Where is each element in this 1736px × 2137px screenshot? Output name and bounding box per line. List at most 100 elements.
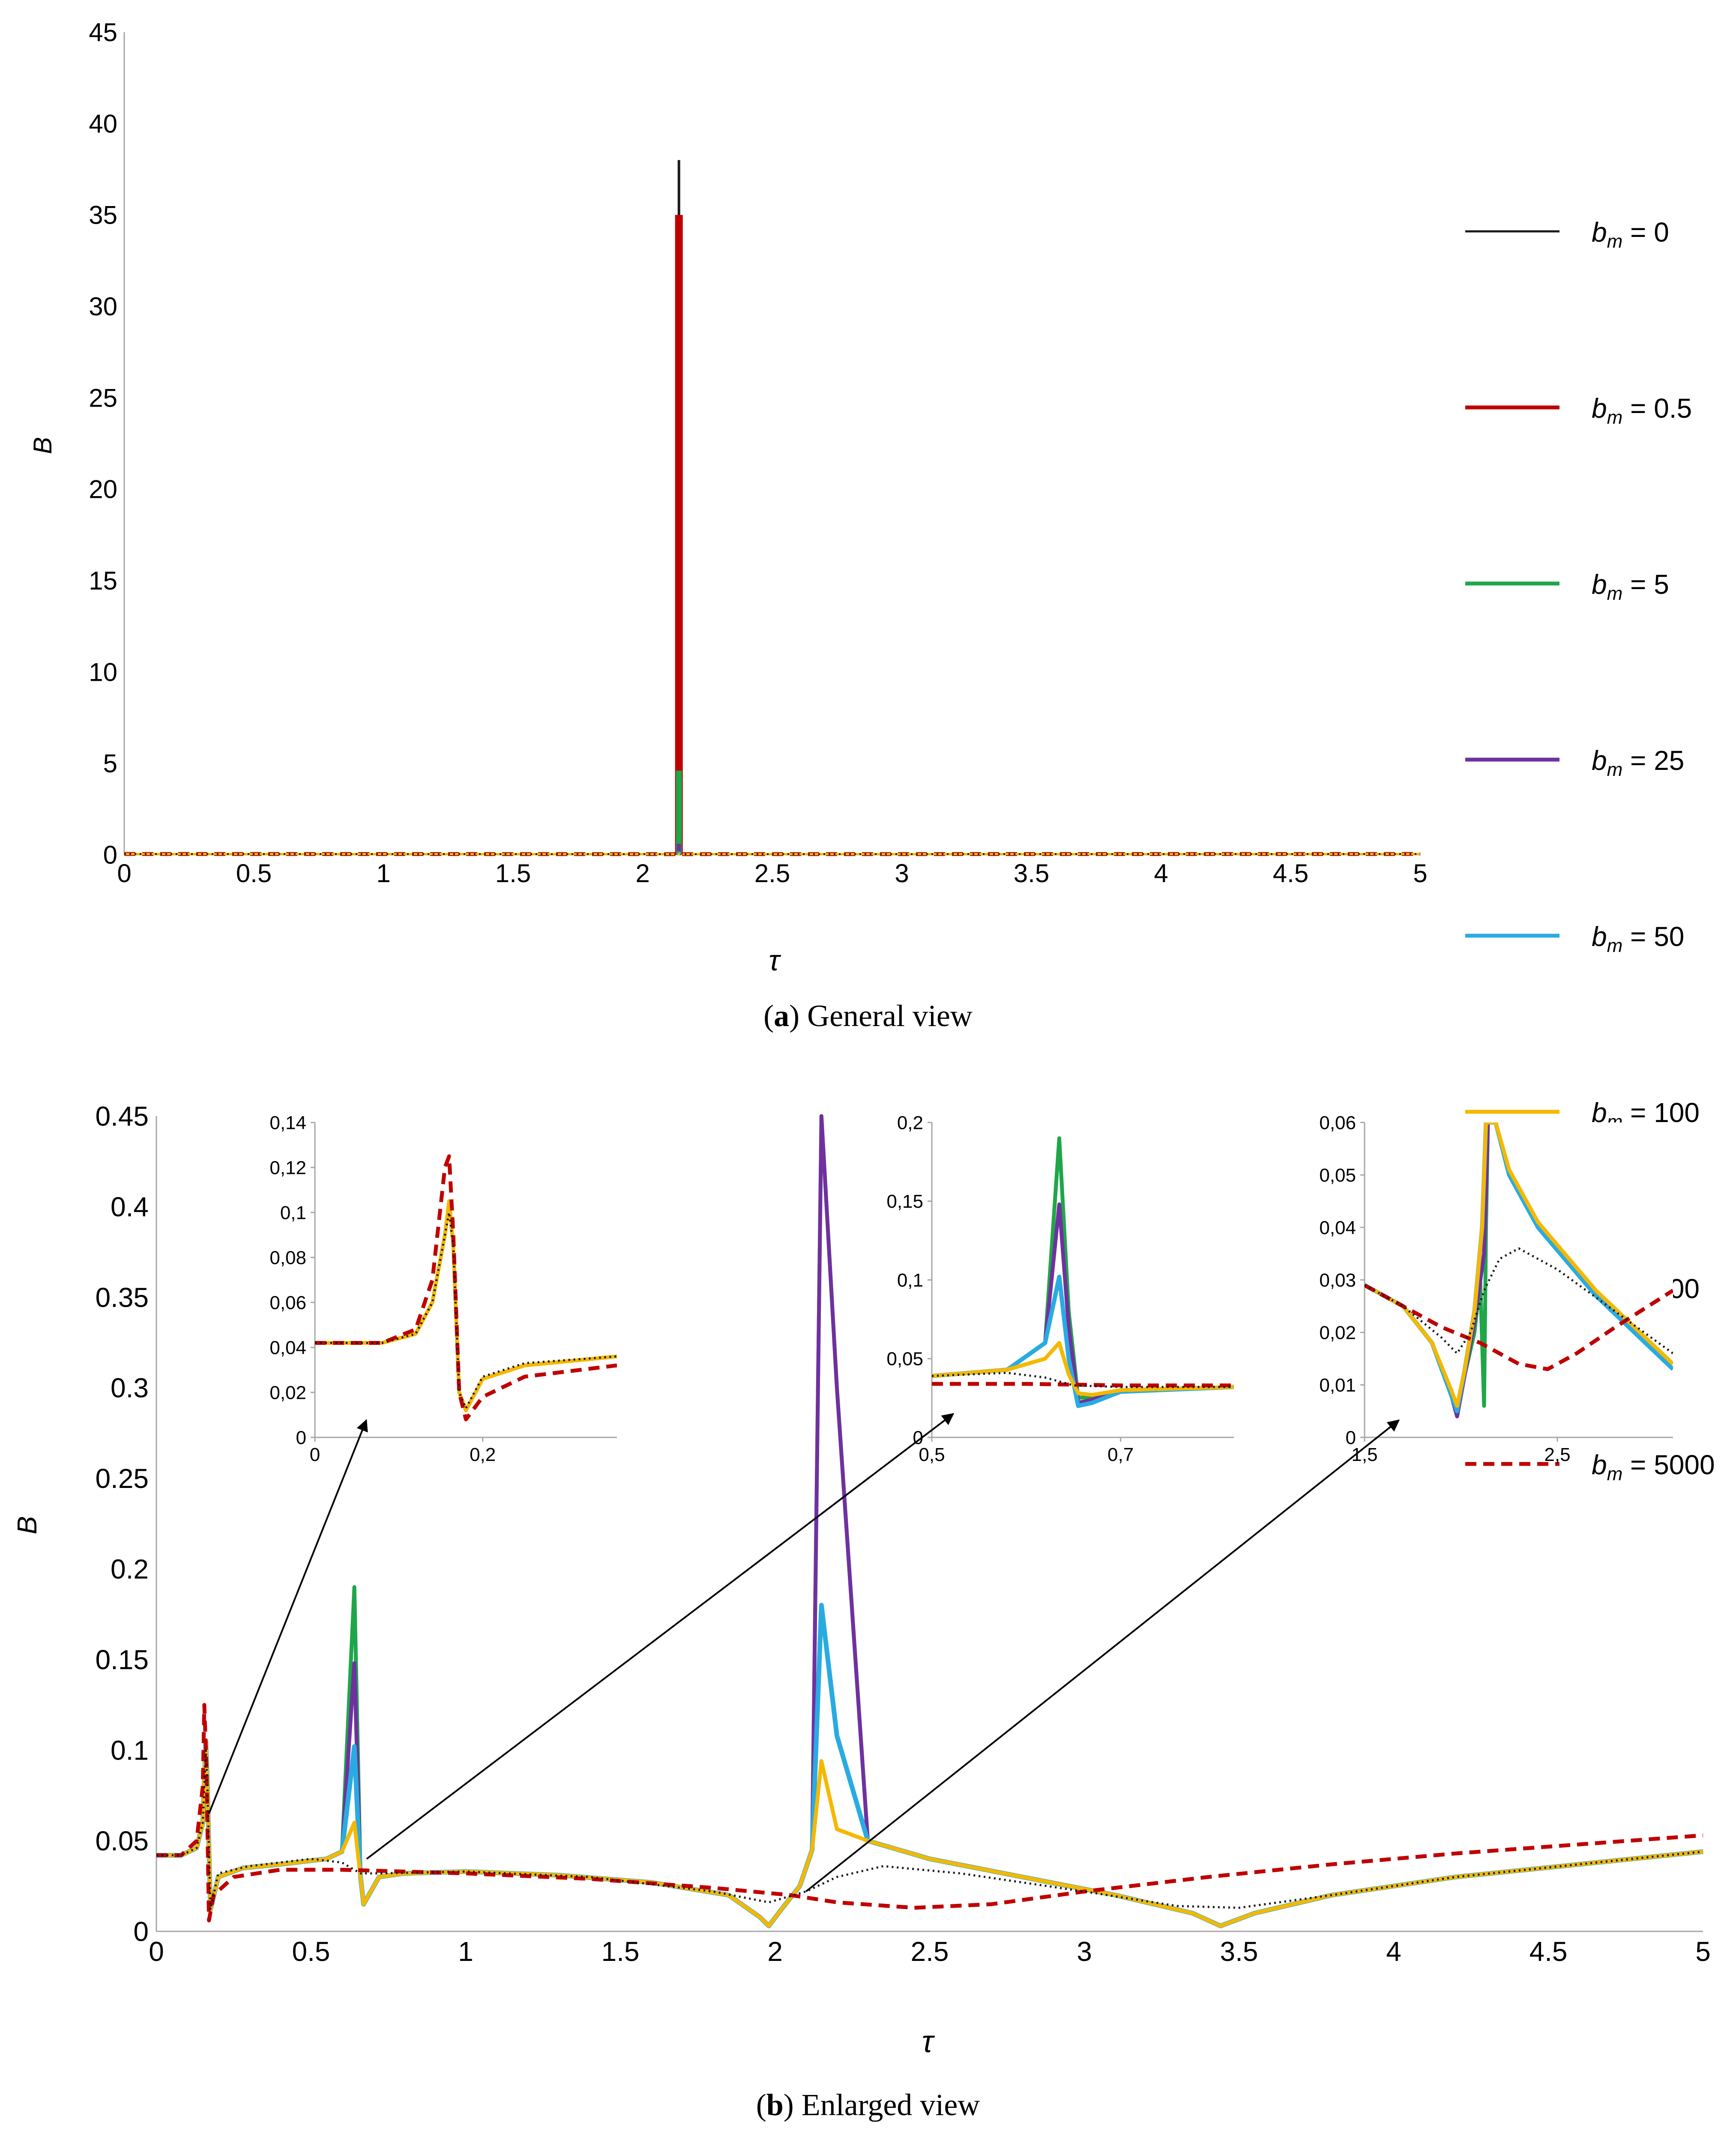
arrow-to-inset-2	[366, 1413, 955, 1860]
chart-b-x-tick-label: 0.5	[292, 1936, 330, 1967]
chart-b-inset-3-y-tick-label: 0,06	[1319, 1112, 1356, 1133]
chart-b-y-tick-label: 0.1	[111, 1735, 149, 1766]
chart-b-inset-2-x-tick-label: 0,5	[919, 1444, 945, 1465]
arrow-to-inset-3	[805, 1419, 1400, 1892]
chart-b-inset-1-y-tick-label: 0	[296, 1427, 306, 1448]
chart-b-inset-1-x-tick-label: 0,2	[470, 1444, 496, 1465]
chart-b-inset-3-series-bm100	[1365, 1122, 1673, 1408]
chart-a-x-tick-label: 2.5	[754, 859, 790, 888]
chart-b-x-tick-label: 5	[1695, 1936, 1711, 1967]
chart-b-y-tick-label: 0.3	[111, 1373, 149, 1404]
chart-a-y-tick-label: 5	[103, 749, 117, 778]
caption-a: (a) General view	[763, 999, 973, 1033]
chart-b-inset-3-series-bm500	[1365, 1247, 1673, 1355]
chart-a-y-tick-label: 45	[89, 18, 117, 47]
chart-b-inset-3-y-tick-label: 0,04	[1319, 1217, 1356, 1238]
chart-b: 0 0.05 0.1 0.15 0.2 0.25 0.3 0.35 0.4 0.45 0 0.5 1 1.…	[12, 1101, 1711, 2059]
legend-item: bm = 50	[1465, 921, 1684, 956]
chart-b-inset-1-y-tick-label: 0,02	[269, 1382, 306, 1403]
chart-b-y-tick-label: 0	[133, 1916, 149, 1947]
chart-b-y-tick-label: 0.15	[95, 1644, 149, 1675]
legend-item: bm = 25	[1465, 745, 1684, 780]
chart-b-inset-3-series-bm5000	[1365, 1283, 1673, 1371]
chart-b-x-tick-label: 3	[1077, 1936, 1092, 1967]
legend-item: bm = 0	[1465, 217, 1669, 252]
chart-b-inset-2-series-bm50	[932, 1275, 1234, 1408]
chart-b-inset-2-y-tick-label: 0,1	[897, 1270, 923, 1291]
chart-b-x-tick-label: 2.5	[911, 1936, 949, 1967]
chart-b-inset-3-y-tick-label: 0,01	[1319, 1375, 1356, 1396]
legend-item: bm = 5	[1465, 569, 1669, 604]
chart-a-x-tick-label: 1	[376, 859, 390, 888]
chart-b-inset-1-y-tick-label: 0,1	[280, 1202, 306, 1223]
chart-a-y-tick-label: 40	[89, 109, 117, 138]
chart-b-inset-1-y-tick-label: 0,08	[269, 1247, 306, 1268]
chart-b-inset-1-background	[315, 1122, 617, 1437]
chart-a-x-axis-title: τ	[769, 944, 781, 977]
chart-b-x-tick-label: 2	[767, 1936, 783, 1967]
chart-b-y-tick-label: 0.2	[111, 1554, 149, 1585]
caption-b: (b) Enlarged view	[756, 2088, 980, 2122]
legend-label: bm = 5	[1592, 569, 1669, 604]
chart-b-inset-2-y-tick-label: 0,05	[886, 1349, 923, 1370]
chart-b-inset-3-plot	[1365, 1122, 1673, 1419]
chart-b-y-tick-label: 0.25	[95, 1463, 149, 1494]
chart-b-inset-1-y-tick-label: 0,14	[269, 1112, 306, 1133]
chart-b-x-tick-label: 4.5	[1529, 1936, 1568, 1967]
chart-b-y-axis-title: B	[12, 1516, 42, 1535]
chart-b-inset-2-plot	[932, 1136, 1234, 1408]
chart-b-inset-1-y-tick-label: 0,12	[269, 1157, 306, 1178]
chart-b-inset-2-x-tick-label: 0,7	[1107, 1444, 1134, 1465]
chart-b-inset-3-y-tick-label: 0,03	[1319, 1270, 1356, 1291]
chart-b-inset-3: 00,010,020,030,040,050,061,5 2,5	[1319, 1112, 1673, 1465]
chart-b-x-tick-label: 1.5	[602, 1936, 640, 1967]
chart-b-series-bm100	[156, 1739, 1703, 1928]
chart-a-x-tick-label: 0.5	[236, 859, 272, 888]
legend-item: bm = 0.5	[1465, 393, 1692, 428]
chart-a-y-tick-label: 30	[89, 292, 117, 321]
chart-a-x-tick-label: 1.5	[495, 859, 531, 888]
chart-b-inset-2-series-bm500	[932, 1371, 1234, 1388]
chart-b-x-tick-label: 4	[1386, 1936, 1401, 1967]
chart-b-x-tick-label: 3.5	[1220, 1936, 1258, 1967]
chart-b-inset-1: 0 0,02 0,04 0,06 0,08 0,1 0,12 0,14 0 0,2	[269, 1112, 617, 1465]
chart-b-series-bm500	[156, 1749, 1703, 1911]
legend-label: bm = 0.5	[1592, 393, 1692, 428]
chart-b-x-tick-label: 0	[149, 1936, 164, 1967]
chart-a-x-tick-label: 3	[895, 859, 909, 888]
chart-b-inset-2-series-bm5000	[932, 1382, 1234, 1388]
chart-b-inset-3-y-tick-label: 0,02	[1319, 1322, 1356, 1343]
chart-b-inset-2-series-bm100	[932, 1341, 1234, 1397]
chart-a-y-tick-label: 25	[89, 383, 117, 412]
chart-b-series-bm5000	[156, 1703, 1703, 1923]
chart-b-inset-1-x-tick-label: 0	[310, 1444, 320, 1465]
chart-b-x-axis-title: τ	[922, 2025, 935, 2059]
arrow-to-inset-1	[208, 1419, 368, 1814]
chart-b-y-tick-label: 0.45	[95, 1101, 149, 1131]
legend-label: bm = 25	[1592, 745, 1684, 780]
chart-b-inset-2: 00,050,10,150,20,5 0,7	[886, 1112, 1234, 1465]
chart-b-inset-3-y-tick-label: 0,05	[1319, 1165, 1356, 1186]
chart-a-x-tick-label: 3.5	[1014, 859, 1049, 888]
chart-b-inset-1-y-tick-label: 0,06	[269, 1292, 306, 1313]
chart-b-y-tick-label: 0.35	[95, 1282, 149, 1313]
chart-a-x-tick-label: 5	[1413, 859, 1427, 888]
chart-b-inset-3-background	[1365, 1122, 1673, 1437]
legend-label: bm = 5000	[1592, 1449, 1715, 1485]
chart-b-inset-3-x-tick-label: 2,5	[1544, 1444, 1570, 1465]
chart-a-x-tick-label: 2	[635, 859, 650, 888]
chart-b-inset-1-plot	[315, 1154, 617, 1422]
chart-a-y-tick-label: 35	[89, 201, 117, 230]
chart-a-y-tick-label: 0	[103, 841, 117, 869]
chart-a-y-tick-label: 15	[89, 566, 117, 595]
chart-b-inset-1-series-bm5000	[315, 1154, 617, 1422]
chart-a-y-tick-label: 20	[89, 475, 117, 504]
chart-b-series-bm50	[156, 1603, 1703, 1928]
chart-b-y-tick-label: 0.4	[111, 1191, 149, 1222]
chart-a-x-tick-label: 4	[1154, 859, 1168, 888]
chart-a-x-tick-label: 0	[117, 859, 131, 888]
chart-b-y-tick-label: 0.05	[95, 1826, 149, 1856]
chart-b-inset-2-y-tick-label: 0,15	[886, 1191, 923, 1212]
chart-a-y-tick-label: 10	[89, 658, 117, 686]
